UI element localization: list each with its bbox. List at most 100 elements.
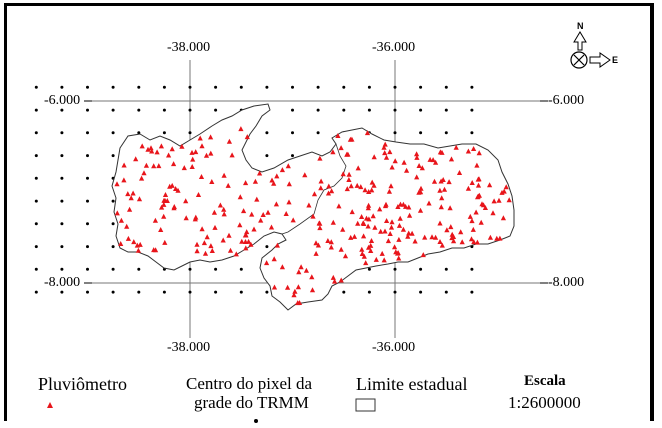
rain-gauge — [233, 251, 239, 257]
grid-dot — [444, 267, 448, 271]
rain-gauge — [128, 195, 134, 201]
rain-gauge — [378, 228, 384, 234]
rain-gauge — [199, 143, 205, 149]
rain-gauge — [325, 238, 331, 243]
rain-gauge — [389, 219, 395, 225]
rain-gauge — [265, 209, 271, 215]
grid-dot — [111, 154, 115, 158]
rain-gauge — [453, 144, 459, 150]
grid-dot — [291, 154, 294, 158]
rain-gauge — [173, 186, 179, 191]
grid-dot — [111, 131, 115, 135]
rain-gauge — [447, 205, 453, 211]
grid-dot — [60, 176, 64, 180]
rain-gauge — [209, 179, 215, 184]
grid-dot — [393, 290, 397, 294]
grid-dot — [419, 85, 423, 89]
rain-gauge — [482, 205, 488, 210]
rain-gauge — [204, 234, 210, 240]
grid-dot — [316, 85, 320, 89]
rain-gauge — [317, 225, 323, 231]
grid-dot — [393, 85, 397, 89]
rain-gauge — [221, 172, 227, 178]
rain-gauge — [465, 185, 471, 191]
rain-gauge — [137, 241, 143, 247]
grid-dot — [137, 108, 141, 112]
grid-dot — [393, 267, 397, 271]
rain-gauge — [406, 204, 412, 210]
rain-gauge — [346, 177, 352, 182]
grid-dot — [86, 131, 89, 135]
rain-gauge — [292, 288, 298, 294]
grid-dot — [214, 85, 218, 89]
rain-gauge — [171, 161, 177, 167]
grid-dot — [137, 267, 141, 271]
rain-gauge — [503, 184, 509, 190]
rain-gauge — [257, 170, 263, 176]
rain-gauge — [437, 220, 443, 226]
rain-gauge — [385, 238, 391, 244]
rain-gauge — [338, 277, 344, 283]
rain-gauge — [209, 248, 215, 253]
rain-gauge — [365, 223, 371, 229]
rain-gauge — [332, 278, 338, 284]
rain-gauge — [317, 155, 323, 161]
grid-dot — [367, 267, 371, 271]
rain-gauge — [414, 151, 420, 157]
rain-gauge — [158, 143, 164, 149]
grid-dot — [34, 199, 38, 203]
grid-dot — [86, 176, 89, 180]
grid-dot — [86, 108, 89, 112]
rain-gauge — [471, 146, 477, 151]
grid-dot — [265, 245, 269, 249]
rain-gauge — [181, 165, 187, 171]
grid-dot — [162, 290, 166, 294]
rain-gauge — [189, 149, 195, 155]
rain-gauge — [448, 224, 454, 230]
rain-gauge — [386, 188, 392, 194]
grid-dot — [342, 290, 346, 294]
rain-gauge — [368, 248, 374, 253]
rain-gauge — [260, 212, 266, 217]
grid-dot — [444, 290, 448, 294]
grid-dot — [342, 108, 346, 112]
rain-gauge — [384, 218, 390, 223]
grid-dot — [34, 176, 38, 180]
rain-gauge — [283, 211, 289, 216]
rain-gauge — [166, 152, 172, 158]
rain-gauge — [202, 250, 209, 256]
grid-dot — [86, 267, 89, 271]
rain-gauge — [329, 188, 335, 194]
rain-gauge — [295, 284, 301, 290]
rain-gauge — [499, 189, 505, 195]
rain-gauge — [295, 300, 301, 306]
rain-gauge — [197, 135, 203, 141]
legend-escala-title: Escala — [524, 373, 566, 389]
rain-gauge — [249, 211, 255, 217]
lon-label-east-bottom: -36.000 — [372, 340, 416, 355]
rain-gauge — [338, 246, 344, 252]
rain-gauge — [474, 239, 480, 245]
rain-gauge — [309, 274, 315, 280]
rain-gauge — [381, 257, 387, 263]
rain-gauge — [315, 242, 321, 248]
rain-gauge — [418, 185, 424, 191]
grid-dot — [291, 85, 294, 89]
rain-gauge — [221, 206, 227, 212]
rain-gauge — [194, 241, 200, 247]
grid-dot — [162, 131, 166, 135]
rain-gauge — [309, 287, 316, 293]
rain-gauge — [203, 152, 210, 158]
rain-gauge — [349, 209, 355, 215]
grid-dot — [111, 222, 115, 226]
grid-dot — [419, 290, 423, 294]
rain-gauge — [241, 208, 247, 214]
rain-gauge — [459, 239, 465, 245]
rain-gauge — [438, 204, 444, 210]
grid-dot — [60, 290, 64, 294]
grid-dot — [367, 85, 371, 89]
grid-dot — [316, 131, 320, 135]
rain-gauge — [139, 175, 145, 181]
grid-dot — [239, 85, 243, 89]
rain-gauge — [179, 143, 185, 149]
